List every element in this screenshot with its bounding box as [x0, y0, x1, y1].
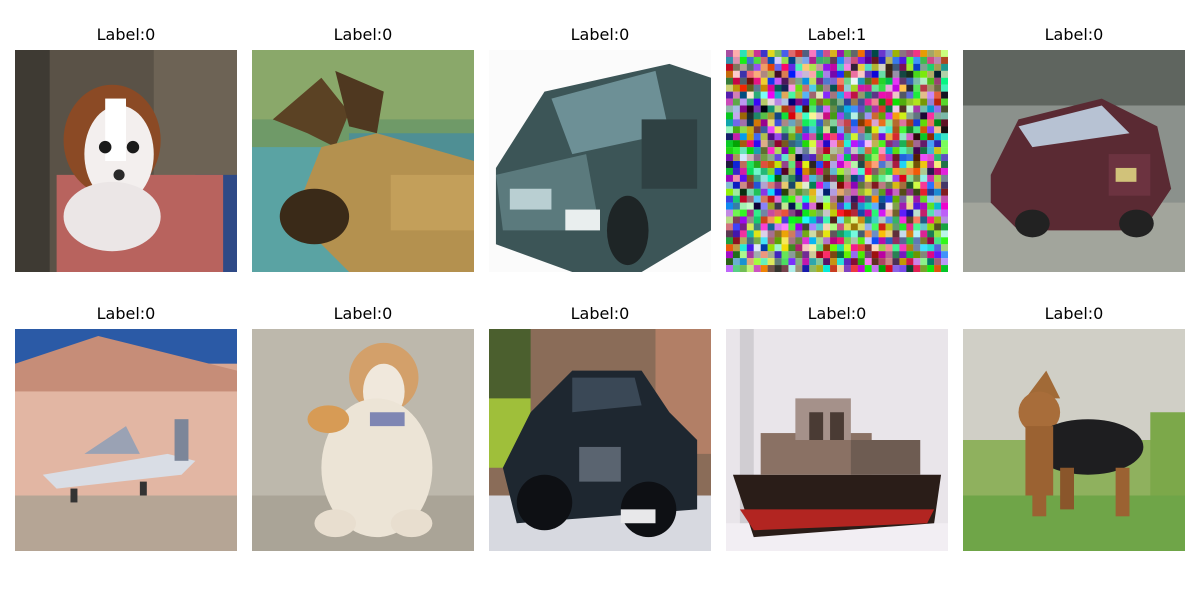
image-label: Label:0 — [570, 304, 630, 323]
image-label: Label:1 — [807, 25, 867, 44]
noise-image — [726, 50, 948, 272]
image-label: Label:0 — [1044, 304, 1104, 323]
image-label: Label:0 — [96, 25, 156, 44]
car-image — [489, 329, 711, 551]
car-image — [489, 50, 711, 272]
car-image — [963, 50, 1185, 272]
dog-image — [15, 50, 237, 272]
image-label: Label:0 — [1044, 25, 1104, 44]
image-label: Label:0 — [96, 304, 156, 323]
cat-image — [252, 329, 474, 551]
ship-image — [726, 329, 948, 551]
airplane-image — [15, 329, 237, 551]
moose-image — [252, 50, 474, 272]
image-label: Label:0 — [807, 304, 867, 323]
image-label: Label:0 — [333, 304, 393, 323]
dog-image — [963, 329, 1185, 551]
image-label: Label:0 — [570, 25, 630, 44]
image-label: Label:0 — [333, 25, 393, 44]
